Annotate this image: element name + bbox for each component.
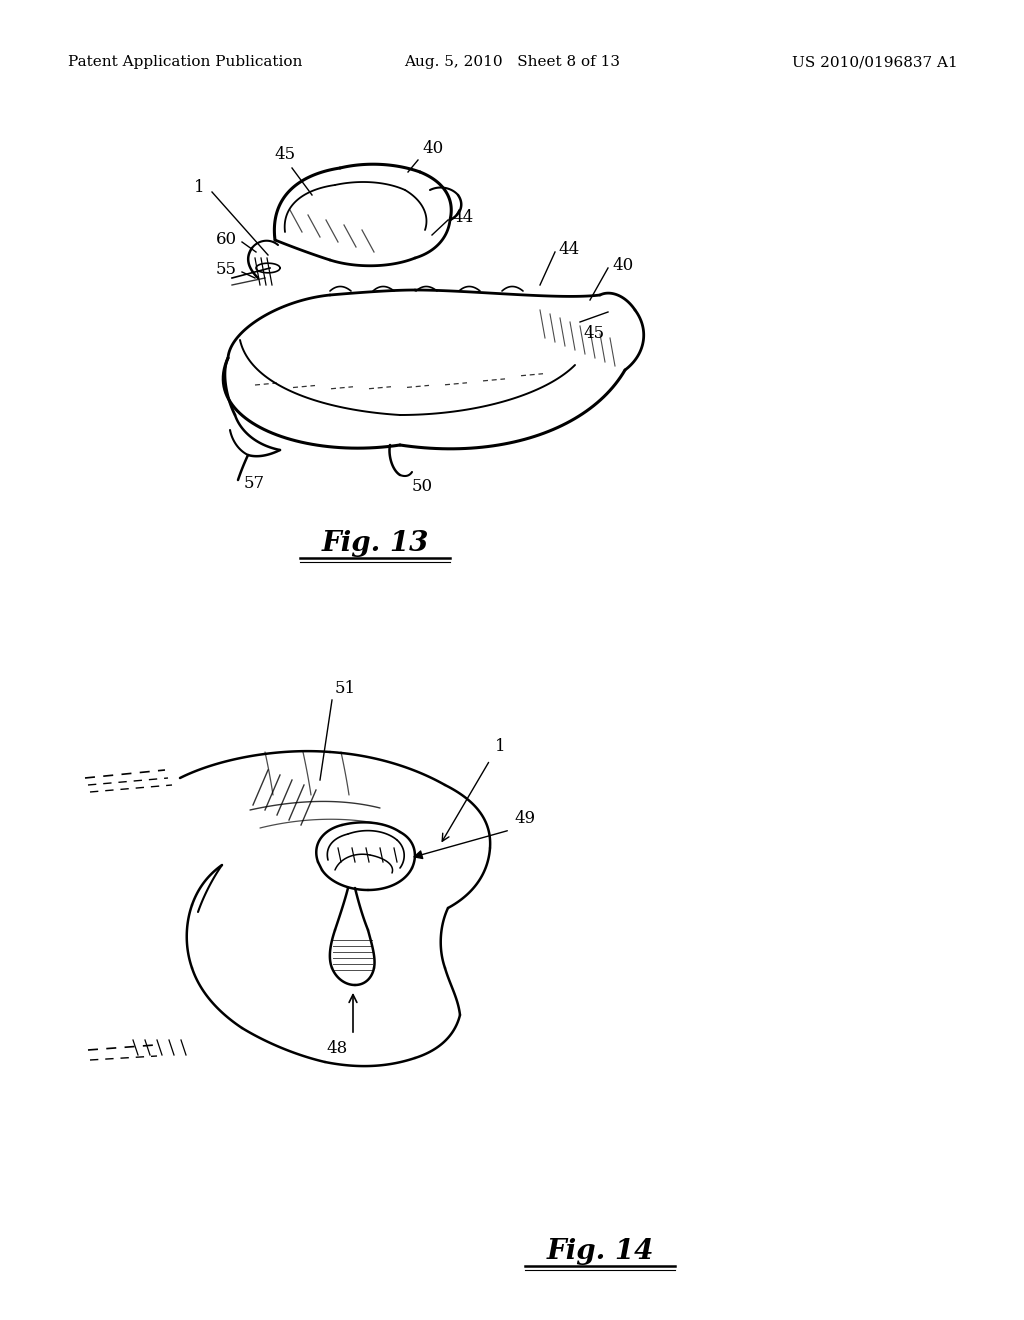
Text: 48: 48 <box>327 1040 348 1057</box>
Text: 44: 44 <box>558 242 580 259</box>
Text: 40: 40 <box>422 140 443 157</box>
Text: 1: 1 <box>495 738 506 755</box>
Text: Aug. 5, 2010   Sheet 8 of 13: Aug. 5, 2010 Sheet 8 of 13 <box>404 55 620 69</box>
Text: US 2010/0196837 A1: US 2010/0196837 A1 <box>793 55 958 69</box>
Text: 51: 51 <box>335 680 356 697</box>
Text: Patent Application Publication: Patent Application Publication <box>68 55 302 69</box>
Text: 44: 44 <box>452 210 473 227</box>
Text: 57: 57 <box>244 475 265 492</box>
Text: 50: 50 <box>412 478 433 495</box>
Text: 45: 45 <box>274 147 296 162</box>
Text: 49: 49 <box>514 810 536 828</box>
Text: 1: 1 <box>195 180 205 197</box>
Text: 55: 55 <box>216 261 237 279</box>
Text: 45: 45 <box>583 325 604 342</box>
Text: 60: 60 <box>216 231 237 248</box>
Text: Fig. 13: Fig. 13 <box>322 531 429 557</box>
Text: Fig. 14: Fig. 14 <box>547 1238 653 1265</box>
Text: 40: 40 <box>612 256 633 273</box>
